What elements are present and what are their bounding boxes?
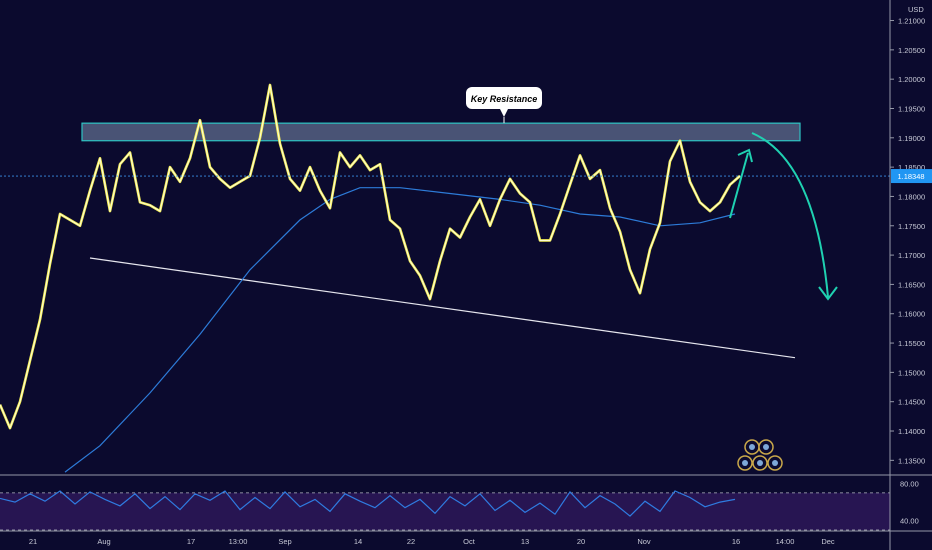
callout-label: Key Resistance xyxy=(471,94,538,104)
time-tick-label: 13 xyxy=(521,537,529,546)
support-trendline[interactable] xyxy=(89,257,796,359)
logo-dot xyxy=(763,444,769,450)
price-tick-label: 1.19500 xyxy=(898,104,925,113)
logo-dot xyxy=(757,460,763,466)
resistance-zone[interactable] xyxy=(81,122,801,142)
time-tick-label: 13:00 xyxy=(229,537,248,546)
price-line xyxy=(0,84,741,429)
time-tick-label: Dec xyxy=(821,537,835,546)
price-tick-label: 1.21000 xyxy=(898,17,925,26)
price-tick-label: 1.18500 xyxy=(898,163,925,172)
callout-pointer xyxy=(500,109,508,117)
last-price-label: 1.18348 xyxy=(897,172,924,181)
price-tick-label: 1.13500 xyxy=(898,456,925,465)
price-tick-label: 1.17500 xyxy=(898,222,925,231)
callout-box xyxy=(466,87,542,109)
down-arrow-head[interactable] xyxy=(818,286,838,301)
rsi-line xyxy=(0,490,736,517)
up-arrow-shaft[interactable] xyxy=(729,152,749,219)
time-tick-label: 17 xyxy=(187,537,195,546)
time-tick-label: 20 xyxy=(577,537,585,546)
time-tick-label: Nov xyxy=(637,537,651,546)
time-tick-label: 22 xyxy=(407,537,415,546)
moving-average-group xyxy=(64,187,736,473)
logo-dot xyxy=(772,460,778,466)
price-tick-label: 1.18000 xyxy=(898,192,925,201)
moving-average-line xyxy=(64,187,736,473)
last-price-badge xyxy=(891,169,932,184)
trendline-group[interactable] xyxy=(89,257,796,359)
time-tick-label: 16 xyxy=(732,537,740,546)
time-tick-label: 14 xyxy=(354,537,362,546)
up-arrow-head[interactable] xyxy=(737,148,753,163)
time-tick-label: Aug xyxy=(97,537,110,546)
price-tick-label: 1.16000 xyxy=(898,310,925,319)
price-tick-label: 1.15000 xyxy=(898,368,925,377)
logo-dot xyxy=(749,444,755,450)
time-tick-label: 21 xyxy=(29,537,37,546)
down-arrow-shaft[interactable] xyxy=(751,132,829,298)
price-tick-label: 1.16500 xyxy=(898,280,925,289)
price-tick-label: 1.14000 xyxy=(898,427,925,436)
price-tick-label: 1.14500 xyxy=(898,398,925,407)
rsi-pane xyxy=(0,490,890,531)
time-tick-label: Sep xyxy=(278,537,291,546)
rsi-band-fill xyxy=(0,492,890,530)
time-tick-label: 14:00 xyxy=(776,537,795,546)
price-tick-label: 1.20000 xyxy=(898,75,925,84)
price-tick-label: 1.20500 xyxy=(898,46,925,55)
projection-arrows-group[interactable] xyxy=(729,132,838,301)
rsi-tick-label: 40.00 xyxy=(900,517,919,526)
logo-dot xyxy=(742,460,748,466)
price-tick-label: 1.19000 xyxy=(898,134,925,143)
currency-label: USD xyxy=(908,5,924,14)
watermark-logo xyxy=(737,439,783,471)
time-tick-label: Oct xyxy=(463,537,476,546)
price-tick-label: 1.15500 xyxy=(898,339,925,348)
price-tick-label: 1.17000 xyxy=(898,251,925,260)
rsi-tick-label: 80.00 xyxy=(900,480,919,489)
